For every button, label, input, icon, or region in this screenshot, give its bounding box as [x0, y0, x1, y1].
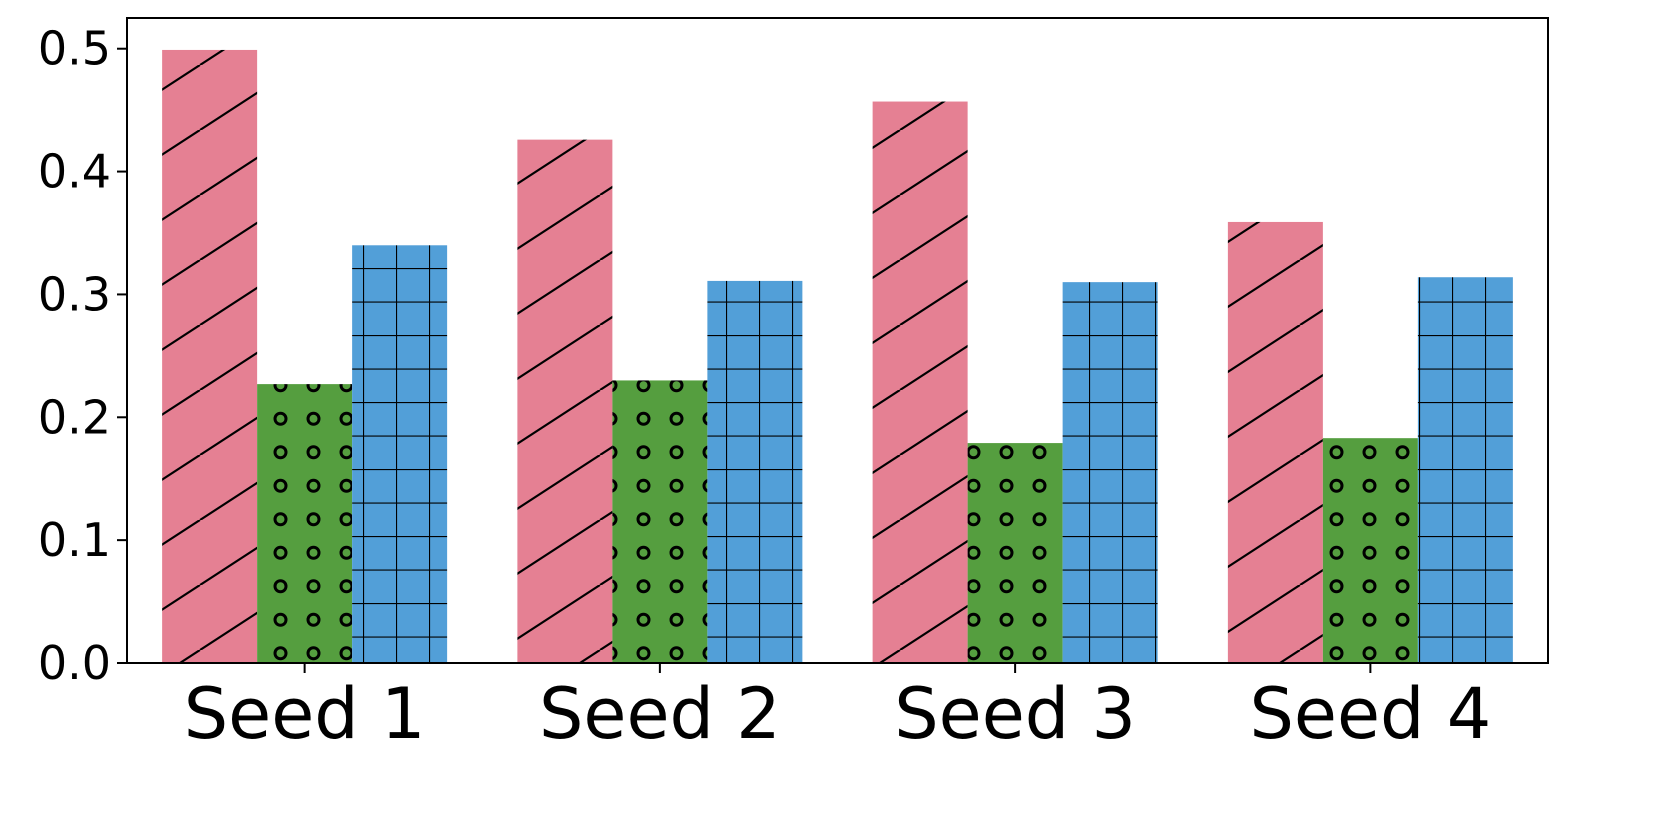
bar-seed-3-series-2: [967, 443, 1063, 663]
x-axis: Seed 1 Seed 2 Seed 3 Seed 4: [184, 663, 1491, 755]
x-tick-label-seed-3: Seed 3: [894, 673, 1136, 755]
y-tick-label: 0.4: [38, 145, 111, 199]
y-tick-label: 0.0: [38, 636, 111, 690]
x-tick-label-seed-2: Seed 2: [539, 673, 781, 755]
x-tick-label-seed-1: Seed 1: [184, 673, 426, 755]
bar-seed-1-series-1: [162, 49, 258, 663]
bar-seed-2-series-2: [612, 380, 708, 663]
bar-seed-2-series-1: [517, 139, 613, 664]
x-tick-label-seed-4: Seed 4: [1249, 673, 1491, 755]
bar-seed-3-series-1: [872, 101, 968, 664]
y-tick-label: 0.3: [38, 267, 111, 321]
y-axis: 0.0 0.1 0.2 0.3 0.4 0.5: [38, 22, 127, 690]
bar-seed-2-series-3: [707, 280, 803, 663]
y-tick-label: 0.2: [38, 390, 111, 444]
bar-seed-3-series-3: [1062, 282, 1158, 663]
y-tick-label: 0.1: [38, 513, 111, 567]
bar-seed-4-series-3: [1417, 277, 1513, 663]
y-tick-label: 0.5: [38, 22, 111, 76]
bar-seed-4-series-2: [1322, 438, 1418, 663]
bars-layer: [162, 49, 1513, 664]
bar-seed-1-series-3: [352, 245, 448, 664]
bar-seed-4-series-1: [1227, 221, 1323, 663]
plot-frame: [126, 17, 1549, 664]
bar-seed-1-series-2: [257, 384, 353, 663]
